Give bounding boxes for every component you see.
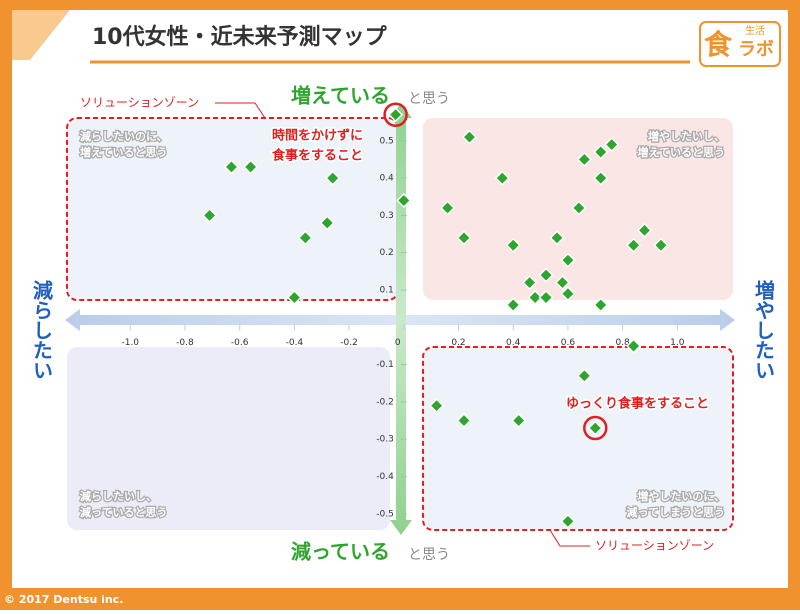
point <box>297 230 313 246</box>
point <box>571 200 587 216</box>
quadrant-label: 減ってしまうと思う <box>627 505 725 519</box>
x-tick-label: 0.6 <box>561 338 576 348</box>
quadrant-label: 増えていると思う <box>80 145 167 159</box>
logo-box <box>699 21 781 67</box>
annotation: 食事をすること <box>272 148 363 164</box>
y-axis-arrow <box>390 103 412 535</box>
point <box>554 275 571 291</box>
point <box>429 398 445 414</box>
point <box>456 413 472 429</box>
point <box>461 129 478 145</box>
x-tick-label: 0.8 <box>615 338 630 348</box>
zone-label: ソリューションゾーン <box>80 96 199 110</box>
point <box>549 230 565 246</box>
point <box>511 413 527 429</box>
corner-fold <box>12 10 70 60</box>
y-axis-label-sub: と思う <box>408 91 450 107</box>
point <box>560 286 576 302</box>
y-tick-label: -0.4 <box>376 472 394 482</box>
y-axis-label: 減っている <box>291 540 390 564</box>
y-tick-label: 0.1 <box>379 286 393 296</box>
point <box>325 170 341 186</box>
point <box>388 107 404 123</box>
point <box>653 237 669 253</box>
point <box>223 159 240 175</box>
zone-leader <box>215 102 266 119</box>
point <box>576 368 592 384</box>
zone-label: ソリューションゾーン <box>595 539 714 553</box>
point <box>243 159 259 175</box>
x-tick-label: -0.2 <box>340 338 358 348</box>
point <box>440 200 456 216</box>
x-axis-label-left: 減らしたい <box>30 279 54 380</box>
logo-sub: 生活 <box>745 24 765 37</box>
quadrant-label: 減らしたいし、 <box>80 489 157 503</box>
y-axis-label-sub: と思う <box>408 547 450 563</box>
point <box>576 151 592 168</box>
point <box>593 170 609 186</box>
highlight-ring <box>383 102 408 127</box>
point <box>593 144 609 160</box>
y-tick-label: -0.3 <box>376 435 394 445</box>
x-tick-label: -1.0 <box>121 338 139 348</box>
annotation: 時間をかけずに <box>272 128 363 144</box>
y-tick-label: -0.5 <box>376 509 394 519</box>
logo-side: ラボ <box>738 39 774 60</box>
point <box>202 207 218 223</box>
point <box>522 275 538 291</box>
x-tick-label: -0.8 <box>176 338 194 348</box>
annotation: ゆっくり食事をすること <box>566 396 709 412</box>
point <box>286 289 302 306</box>
quadrant-label: 増やしたいのに、 <box>637 489 725 503</box>
quadrant-label: 増えていると思う <box>638 145 725 159</box>
point <box>587 420 603 436</box>
x-tick-label: -0.4 <box>286 338 304 348</box>
point <box>538 289 554 306</box>
point <box>505 297 521 313</box>
quadrant-top-left <box>66 117 399 301</box>
quadrant-bottom-right <box>422 346 734 531</box>
point <box>636 222 653 238</box>
logo-main: 食 <box>704 28 733 61</box>
y-tick-label: 0.3 <box>379 211 393 221</box>
x-tick-label: -0.6 <box>231 338 249 348</box>
y-axis-label: 増えている <box>291 84 390 108</box>
y-tick-label: -0.1 <box>376 360 394 370</box>
quadrant-label: 減っていると思う <box>80 505 167 519</box>
point <box>593 297 609 313</box>
x-tick-label: 0.2 <box>451 338 465 348</box>
point <box>626 237 642 253</box>
y-tick-label: 0.5 <box>379 136 393 146</box>
x-tick-label: 0.4 <box>506 338 521 348</box>
quadrant-label: 減らしたいのに、 <box>80 129 168 143</box>
y-tick-label: 0.4 <box>379 174 394 184</box>
quadrant-bottom-left <box>67 347 390 530</box>
point <box>319 215 335 231</box>
point <box>560 513 576 529</box>
point <box>396 192 412 209</box>
point <box>527 289 543 306</box>
highlight-ring <box>583 415 608 441</box>
point <box>560 252 576 268</box>
point <box>604 136 620 153</box>
y-tick-label: 0.2 <box>379 248 393 258</box>
y-tick-label: -0.2 <box>376 397 394 407</box>
x-axis-label-right: 増やしたい <box>752 279 776 380</box>
x-tick-label: 1.0 <box>670 338 685 348</box>
x-tick-label: 0 <box>395 338 401 348</box>
chart-title: 10代女性・近未来予測マップ <box>92 24 388 50</box>
point <box>456 230 472 246</box>
footer: © 2017 Dentsu inc. <box>4 593 123 606</box>
point <box>538 267 554 283</box>
point <box>626 338 642 354</box>
zone-leader <box>549 529 590 547</box>
quadrant-label: 増やしたいし、 <box>648 129 725 143</box>
point <box>494 170 510 186</box>
point <box>505 237 521 253</box>
